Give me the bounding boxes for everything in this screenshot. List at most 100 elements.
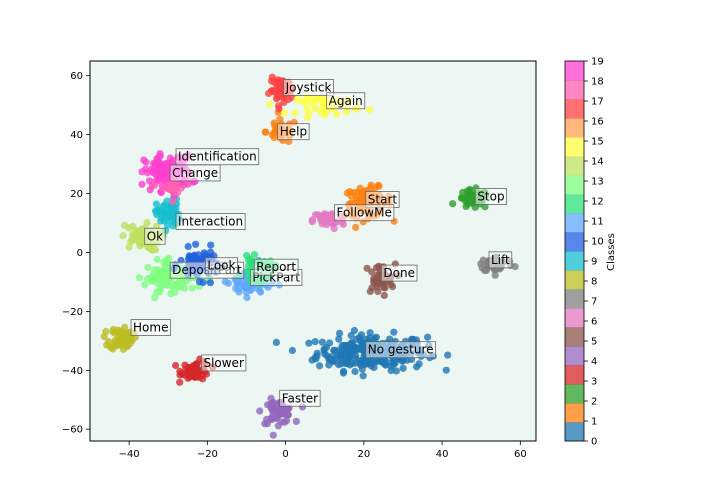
cluster-label: Look <box>207 259 235 273</box>
point <box>129 230 137 238</box>
x-axis: −40 −20 0 20 40 60 <box>119 441 527 460</box>
point <box>267 414 275 422</box>
point <box>362 356 370 365</box>
point <box>424 333 432 341</box>
point <box>275 102 283 110</box>
cluster-label-box <box>326 92 366 110</box>
point <box>288 346 296 355</box>
point <box>234 285 243 293</box>
colorbar-tick-label: 13 <box>591 177 604 188</box>
x-tick-label: 40 <box>436 449 449 460</box>
colorbar-tick-label: 11 <box>591 217 604 228</box>
cluster-followme <box>308 210 347 233</box>
cluster-label: Slower <box>203 356 243 370</box>
point <box>297 97 305 105</box>
point <box>280 418 289 426</box>
cluster-label: Ok <box>147 229 163 243</box>
point <box>444 351 452 359</box>
point <box>373 283 381 291</box>
point <box>355 333 363 341</box>
point <box>482 266 491 275</box>
point <box>291 109 299 117</box>
point <box>199 278 207 287</box>
point <box>344 348 352 357</box>
colorbar-tick-label: 12 <box>591 197 604 208</box>
colorbar-tick-label: 9 <box>591 257 597 268</box>
point <box>380 291 388 300</box>
point <box>390 328 398 336</box>
x-tick-label: −20 <box>197 449 218 460</box>
point <box>201 251 209 259</box>
point <box>351 367 359 376</box>
point <box>188 284 196 292</box>
point <box>372 333 380 341</box>
point <box>144 263 152 272</box>
cluster-label-box <box>204 257 238 275</box>
point <box>318 338 326 346</box>
point <box>311 338 319 346</box>
cluster-label: Interaction <box>178 215 243 229</box>
cluster-label-box <box>283 79 334 96</box>
point <box>313 352 321 360</box>
colorbar-segment <box>565 118 584 138</box>
point <box>151 246 159 254</box>
point <box>464 200 472 208</box>
point <box>280 109 288 117</box>
y-tick-label: −20 <box>62 307 83 318</box>
point <box>153 255 161 264</box>
point <box>352 223 360 231</box>
y-axis: −60 −40 −20 0 20 40 60 <box>62 71 90 436</box>
point <box>250 251 259 259</box>
point <box>154 279 162 287</box>
cluster-label-box <box>334 204 395 222</box>
x-tick-label: 0 <box>282 449 288 460</box>
y-tick-label: 0 <box>77 248 83 259</box>
point <box>123 331 131 339</box>
cluster-home <box>100 323 139 353</box>
cluster-label: Start <box>368 192 398 206</box>
point <box>317 96 325 104</box>
point <box>339 369 347 377</box>
colorbar-segment <box>565 213 584 233</box>
colorbar-tick-label: 7 <box>591 297 597 308</box>
cluster-label: FollowMe <box>336 206 391 220</box>
point <box>305 339 313 347</box>
point <box>158 267 166 276</box>
colorbar-segment <box>565 251 584 271</box>
point <box>243 294 251 302</box>
point <box>206 279 214 287</box>
point <box>166 211 174 219</box>
cluster-label: Identification <box>178 150 257 164</box>
plot-background <box>90 61 536 441</box>
colorbar-segment <box>565 175 584 195</box>
point <box>169 198 177 206</box>
point <box>271 78 279 86</box>
colorbar-segment <box>565 156 584 176</box>
colorbar-segment <box>565 422 584 442</box>
point <box>326 339 334 347</box>
point <box>324 214 332 222</box>
cluster-label-box <box>488 251 513 269</box>
point <box>141 165 150 173</box>
x-tick-label: 60 <box>514 449 527 460</box>
point <box>152 200 160 208</box>
point <box>135 274 143 282</box>
point <box>144 243 152 251</box>
point <box>271 128 279 136</box>
point <box>308 218 316 226</box>
point <box>269 431 277 439</box>
point <box>159 281 167 289</box>
point <box>276 115 284 123</box>
point <box>245 256 253 264</box>
cluster-label: Help <box>280 125 307 139</box>
colorbar-tick-label: 5 <box>591 337 597 348</box>
y-tick-label: 40 <box>70 130 83 141</box>
point <box>269 407 277 415</box>
point <box>143 219 151 227</box>
point <box>357 361 365 369</box>
x-tick-label: −40 <box>119 449 140 460</box>
point <box>136 242 144 250</box>
point <box>359 188 367 196</box>
point <box>142 158 150 166</box>
point <box>284 95 292 104</box>
